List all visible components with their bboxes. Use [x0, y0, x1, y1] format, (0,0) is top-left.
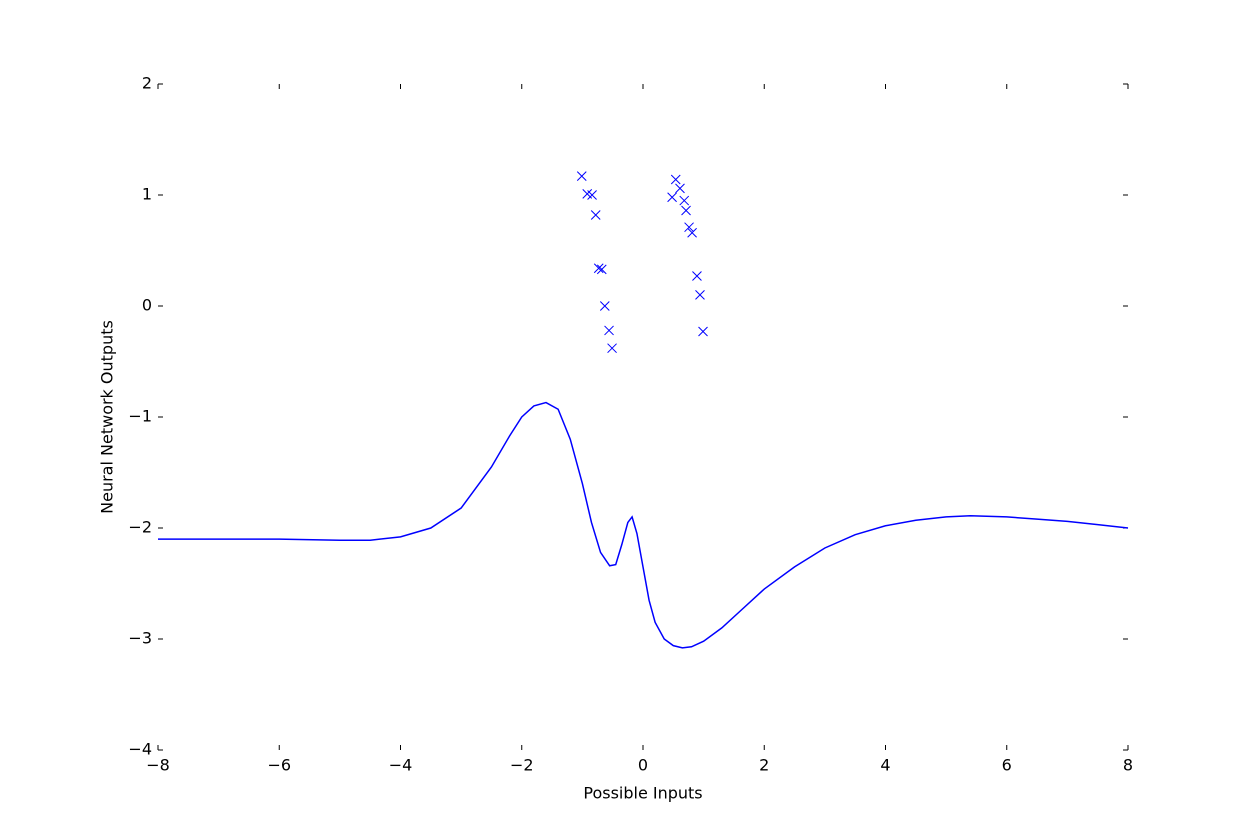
- scatter-point: [599, 301, 610, 311]
- scatter-point: [695, 290, 705, 300]
- y-tick-label: 2: [142, 74, 152, 93]
- scatter-point: [590, 210, 601, 220]
- x-axis-label: Possible Inputs: [583, 784, 702, 803]
- x-tick-label: −6: [267, 756, 291, 775]
- y-tick-label: 0: [142, 296, 152, 315]
- scatter-point: [667, 192, 677, 203]
- scatter-point: [692, 271, 702, 281]
- scatter-point: [593, 263, 604, 274]
- x-tick-label: 6: [1002, 756, 1012, 775]
- y-tick-label: −1: [128, 407, 152, 426]
- x-tick-label: 0: [638, 756, 648, 775]
- scatter-point: [587, 190, 597, 200]
- x-tick-label: 4: [880, 756, 890, 775]
- x-tick-label: −4: [389, 756, 413, 775]
- x-tick-label: −8: [146, 756, 170, 775]
- scatter-point: [675, 183, 685, 194]
- y-axis-label: Neural Network Outputs: [98, 320, 117, 514]
- scatter-point: [670, 174, 681, 185]
- scatter-point: [681, 205, 691, 216]
- x-tick-label: 8: [1123, 756, 1133, 775]
- scatter-point: [679, 195, 690, 206]
- line: [158, 401, 1129, 649]
- y-tick-label: −2: [128, 518, 152, 537]
- scatter-point: [607, 343, 617, 354]
- scatter-point: [687, 227, 697, 238]
- scatter-point: [684, 222, 694, 233]
- y-tick-label: −3: [128, 629, 152, 648]
- scatter-point: [698, 326, 708, 337]
- y-tick-label: −4: [128, 740, 152, 759]
- x-tick-label: −2: [510, 756, 534, 775]
- scatter-point: [576, 171, 587, 181]
- scatter-point: [604, 325, 614, 336]
- scatter-point: [596, 264, 607, 275]
- y-tick-label: 1: [142, 185, 152, 204]
- x-tick-label: 2: [759, 756, 769, 775]
